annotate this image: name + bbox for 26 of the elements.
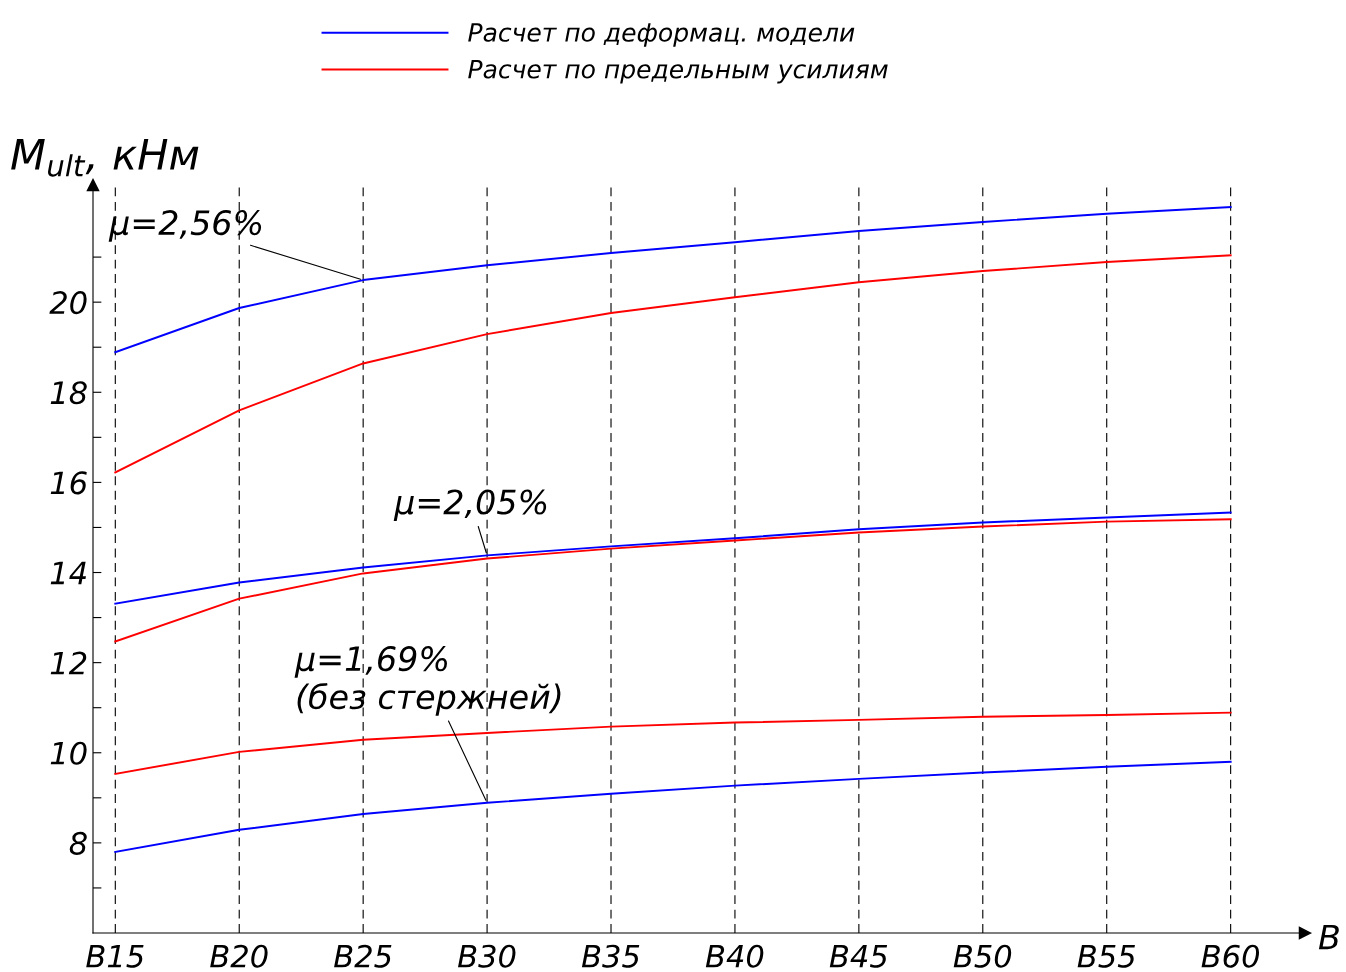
legend-label: Расчет по деформац. модели [468,23,855,47]
x-tick-label: B50 [953,944,1012,968]
y-tick-label: 10 [50,741,87,765]
annotation: μ=2,05% [393,489,547,522]
annotation: μ=1,69% (без стержней) [294,646,561,716]
x-tick-label: B60 [1201,944,1260,968]
x-tick-label: B45 [829,945,888,968]
x-axis-title: B [1318,924,1339,950]
y-tick-label: 16 [50,471,87,495]
y-tick-label: 12 [50,651,87,675]
x-tick-label: B40 [705,944,764,968]
y-tick-label: 20 [49,291,87,315]
y-tick-label: 14 [50,561,86,585]
x-tick-label: B25 [334,944,392,968]
line-series [114,760,1232,853]
x-tick-label: B15 [86,945,144,968]
legend-label: Расчет по предельным усилиям [468,59,888,84]
x-tick-label: B20 [210,944,268,968]
y-axis-title: M$_{ult}$, кНм [11,139,199,177]
y-tick-label: 18 [50,381,87,405]
x-tick-label: B30 [457,944,516,968]
line-series [114,254,1232,474]
x-tick-label: B55 [1077,945,1135,968]
x-tick-label: B35 [581,944,640,968]
y-tick-label: 8 [69,831,87,855]
annotation: μ=2,56% [108,210,262,242]
